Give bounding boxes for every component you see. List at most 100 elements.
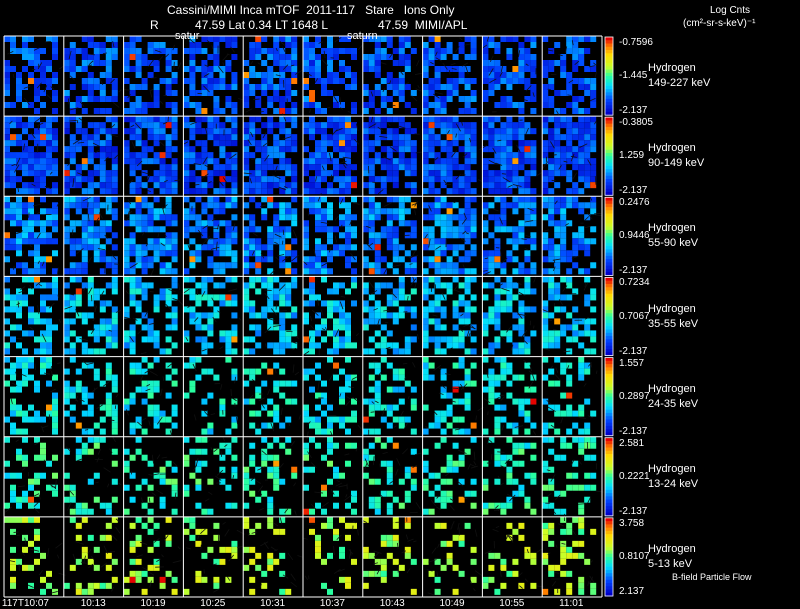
flow-vector (55, 480, 57, 490)
heatmap-cell (105, 66, 112, 72)
heatmap-cell (63, 306, 70, 313)
heatmap-cell (321, 508, 327, 515)
flow-vector (160, 242, 165, 247)
heatmap-cell (231, 84, 238, 90)
heatmap-cell (40, 182, 46, 189)
heatmap-cell (560, 146, 567, 153)
heatmap-cell (87, 362, 94, 369)
heatmap-cell (147, 282, 154, 289)
heatmap-cell (249, 140, 256, 147)
heatmap-cell (285, 84, 292, 90)
heatmap-cell (219, 202, 226, 209)
heatmap-cell (4, 288, 10, 295)
heatmap-cell (93, 368, 100, 375)
heatmap-cell (22, 128, 28, 135)
heatmap-cell (129, 48, 136, 54)
heatmap-cell (351, 134, 357, 141)
heatmap-cell (584, 116, 591, 123)
heatmap-cell (285, 188, 292, 195)
heatmap-cell (87, 330, 94, 337)
flow-vector (516, 311, 523, 319)
heatmap-cell (554, 60, 561, 66)
heatmap-cell (40, 472, 46, 479)
heatmap-cell (572, 202, 579, 209)
heatmap-cell (135, 60, 142, 66)
heatmap-cell (542, 484, 549, 491)
heatmap-cell (159, 250, 166, 257)
heatmap-cell (81, 238, 88, 245)
heatmap-cell (428, 116, 435, 123)
heatmap-cell (171, 508, 178, 515)
heatmap-cell (141, 122, 148, 129)
heatmap-cell (542, 466, 549, 473)
heatmap-cell (386, 78, 393, 84)
heatmap-cell (219, 128, 226, 135)
heatmap-cell (69, 318, 76, 325)
heatmap-cell (506, 306, 513, 313)
heatmap-cell (99, 288, 106, 295)
flow-vector (100, 562, 108, 568)
colorbar-segment (605, 287, 613, 292)
colorbar-segment (605, 120, 613, 125)
heatmap-cell (10, 428, 16, 435)
heatmap-cell (506, 380, 513, 387)
heatmap-cell (566, 122, 573, 129)
heatmap-cell (129, 214, 136, 221)
heatmap-cell (135, 176, 142, 183)
heatmap-cell (141, 312, 148, 319)
heatmap-cell (452, 398, 459, 405)
heatmap-cell (183, 102, 190, 108)
heatmap-cell (165, 348, 172, 355)
heatmap-cell (4, 502, 10, 509)
heatmap-cell (16, 122, 22, 129)
flow-vector (500, 396, 505, 401)
heatmap-cell (16, 208, 22, 215)
heatmap-cell (422, 202, 429, 209)
heatmap-cell (566, 42, 573, 48)
heatmap-cell (153, 256, 160, 263)
heatmap-cell (488, 214, 495, 221)
heatmap-cell (279, 570, 286, 577)
heatmap-cell (249, 220, 256, 227)
heatmap-cell (315, 546, 321, 553)
heatmap-cell (440, 262, 447, 269)
heatmap-cell (506, 276, 513, 283)
heatmap-cell (303, 146, 309, 153)
heatmap-cell (16, 238, 22, 245)
heatmap-cell (207, 300, 214, 307)
heatmap-cell (81, 282, 88, 289)
colorbar-segment (605, 242, 613, 247)
heatmap-cell (28, 288, 34, 295)
heatmap-cell (470, 214, 477, 221)
heatmap-cell (428, 472, 435, 479)
heatmap-cell (464, 380, 471, 387)
flow-vector (380, 62, 387, 65)
heatmap-cell (321, 410, 327, 417)
heatmap-cell (309, 122, 315, 129)
heatmap-cell (368, 214, 375, 221)
heatmap-cell (219, 478, 226, 485)
heatmap-cell (225, 188, 232, 195)
heatmap-cell (422, 42, 429, 48)
flow-vector (143, 255, 149, 258)
heatmap-cell (512, 134, 519, 141)
heatmap-cell (464, 176, 471, 183)
heatmap-cell (141, 262, 148, 269)
heatmap-cell (141, 454, 148, 461)
flow-vector (103, 381, 110, 387)
heatmap-cell (201, 410, 208, 417)
heatmap-cell (255, 250, 262, 257)
heatmap-cell (255, 170, 262, 177)
heatmap-cell (303, 454, 309, 461)
colorbar-segment (605, 323, 613, 327)
heatmap-cell (398, 140, 405, 147)
heatmap-cell (28, 318, 34, 325)
heatmap-cell (374, 60, 381, 66)
heatmap-cell (374, 134, 381, 141)
colorbar-segment (605, 352, 613, 357)
heatmap-cell (368, 410, 375, 417)
heatmap-cell (488, 78, 495, 84)
heatmap-cell (434, 54, 441, 60)
colorbar-segment (605, 467, 613, 471)
heatmap-cell (123, 54, 130, 60)
